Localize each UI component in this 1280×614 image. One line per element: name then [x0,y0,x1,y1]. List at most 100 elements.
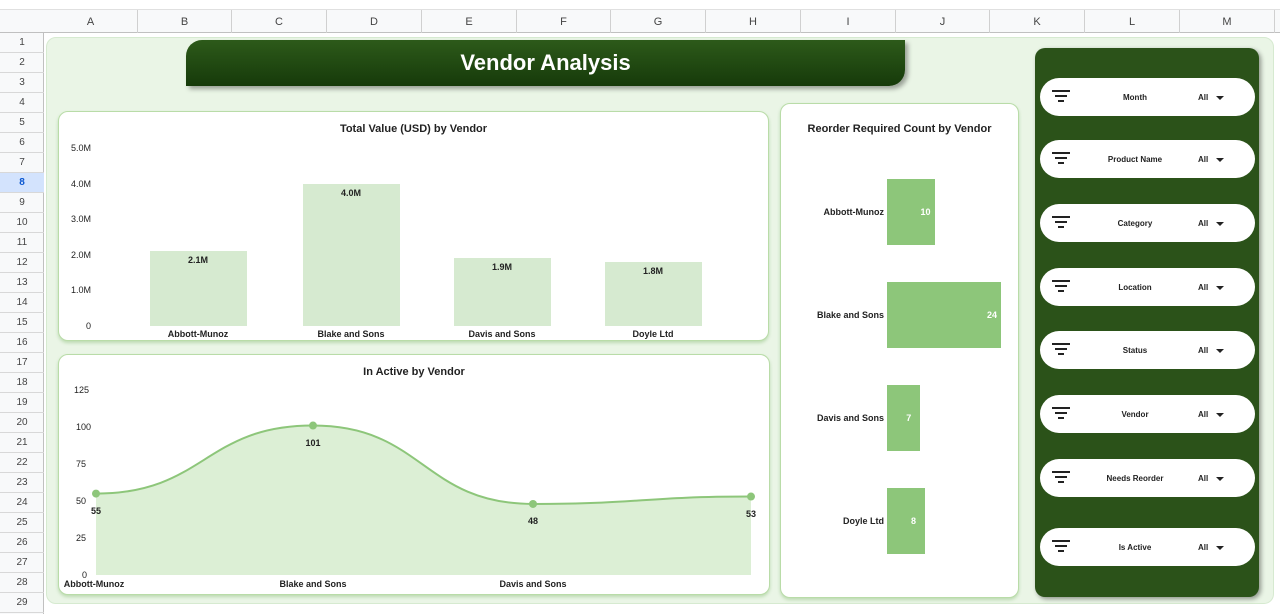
row-header[interactable]: 14 [0,293,44,313]
data-label: 8 [911,516,917,526]
column-header-K[interactable]: K [990,10,1085,33]
column-header-A[interactable]: A [44,10,138,33]
chevron-down-icon[interactable] [1216,546,1224,550]
slicer-value[interactable]: All [1198,218,1209,228]
slicer-label: Status [1122,345,1148,355]
slicer-needs-reorder[interactable]: Needs Reorder All [1040,459,1255,497]
column-header-C[interactable]: C [232,10,327,33]
row-header[interactable]: 22 [0,453,44,473]
y-tick-label: 0 [86,321,92,331]
row-header[interactable]: 23 [0,473,44,493]
x-tick-label: Abbott-Munoz [167,329,229,339]
filter-icon [1052,471,1070,485]
filter-icon [1052,407,1070,421]
row-header[interactable]: 24 [0,493,44,513]
row-header[interactable]: 8 [0,173,44,193]
toolbar-strip [0,0,1280,10]
bar-3 [605,261,702,326]
y-tick-label: 50 [76,496,87,506]
column-header-L[interactable]: L [1085,10,1180,33]
slicer-value[interactable]: All [1198,409,1209,419]
chevron-down-icon[interactable] [1216,349,1224,353]
data-label: 101 [305,437,321,448]
slicer-label: Is Active [1118,542,1152,552]
row-header[interactable]: 2 [0,53,44,73]
data-label: 4.0M [340,187,362,198]
reorder-count-chart: Reorder Required Count by Vendor 10 Abbot… [780,103,1019,598]
y-tick-label: 0 [82,570,88,580]
row-header[interactable]: 29 [0,593,44,613]
data-label: 48 [527,515,539,526]
x-tick-label: Blake and Sons [317,329,385,339]
column-header-M[interactable]: M [1180,10,1275,33]
chart-title: In Active by Vendor [363,366,465,378]
slicer-status[interactable]: Status All [1040,331,1255,369]
row-header[interactable]: 13 [0,273,44,293]
row-header[interactable]: 25 [0,513,44,533]
chart-title: Total Value (USD) by Vendor [339,123,488,135]
column-header-F[interactable]: F [517,10,611,33]
row-header[interactable]: 6 [0,133,44,153]
filter-icon [1052,343,1070,357]
column-header-G[interactable]: G [611,10,706,33]
row-header[interactable]: 17 [0,353,44,373]
slicer-value[interactable]: All [1198,154,1209,164]
row-header[interactable]: 26 [0,533,44,553]
row-header[interactable]: 3 [0,73,44,93]
column-header-B[interactable]: B [138,10,232,33]
area-fill [96,425,751,575]
column-header-J[interactable]: J [896,10,990,33]
row-header[interactable]: 9 [0,193,44,213]
chevron-down-icon[interactable] [1216,413,1224,417]
y-tick-label: 75 [76,459,87,469]
filter-icon [1052,540,1070,554]
row-header[interactable]: 16 [0,333,44,353]
column-header-H[interactable]: H [706,10,801,33]
row-header[interactable]: 10 [0,213,44,233]
column-header-E[interactable]: E [422,10,517,33]
y-tick-label: 100 [76,422,92,432]
row-header[interactable]: 20 [0,413,44,433]
slicer-value[interactable]: All [1198,92,1209,102]
slicer-value[interactable]: All [1198,542,1209,552]
chevron-down-icon[interactable] [1216,96,1224,100]
y-tick-label: 2.0M [71,249,92,260]
row-header[interactable]: 28 [0,573,44,593]
column-header-I[interactable]: I [801,10,896,33]
row-header[interactable]: 18 [0,373,44,393]
slicer-location[interactable]: Location All [1040,268,1255,306]
slicer-vendor[interactable]: Vendor All [1040,395,1255,433]
x-tick-label: Blake and Sons [279,579,347,589]
bar-2 [454,258,551,326]
row-header[interactable]: 15 [0,313,44,333]
row-header[interactable]: 21 [0,433,44,453]
row-header[interactable]: 7 [0,153,44,173]
data-label: 1.9M [491,262,513,273]
chevron-down-icon[interactable] [1216,286,1224,290]
y-tick-label: 25 [76,533,87,543]
slicer-category[interactable]: Category All [1040,204,1255,242]
slicer-value[interactable]: All [1198,473,1209,483]
filter-icon [1052,152,1070,166]
slicer-value[interactable]: All [1198,345,1209,355]
row-header[interactable]: 5 [0,113,44,133]
slicer-value[interactable]: All [1198,282,1209,292]
row-header[interactable]: 27 [0,553,44,573]
dashboard-title: Vendor Analysis [186,40,905,86]
slicer-is-active[interactable]: Is Active All [1040,528,1255,566]
chevron-down-icon[interactable] [1216,477,1224,481]
data-label: 7 [906,413,912,423]
row-header[interactable]: 12 [0,253,44,273]
row-header[interactable]: 19 [0,393,44,413]
slicer-product-name[interactable]: Product Name All [1040,140,1255,178]
slicer-month[interactable]: Month All [1040,78,1255,116]
row-header[interactable]: 4 [0,93,44,113]
y-tick-label: Davis and Sons [816,413,884,423]
row-header[interactable]: 11 [0,233,44,253]
data-point [309,421,317,430]
row-header[interactable]: 1 [0,33,44,53]
chevron-down-icon[interactable] [1216,222,1224,226]
column-header-D[interactable]: D [327,10,422,33]
chevron-down-icon[interactable] [1216,158,1224,162]
